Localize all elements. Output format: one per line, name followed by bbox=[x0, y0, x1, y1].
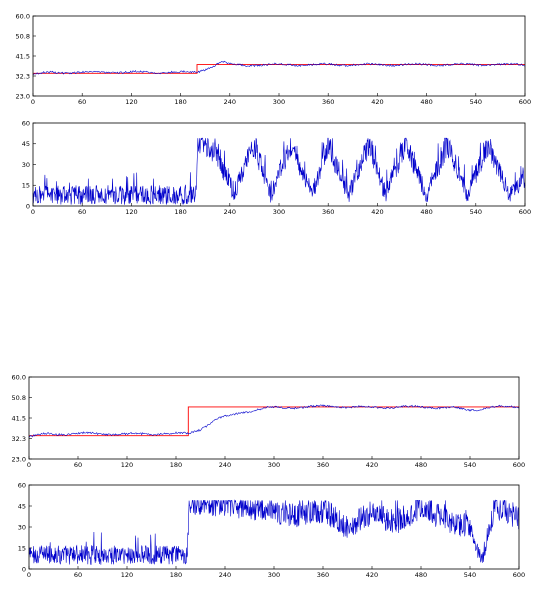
x-tick-label: 240 bbox=[219, 571, 231, 579]
chart-panel-1: 0 60 120 180 240 300 360 420 480 540 600 60.0 50.8 41… bbox=[16, 12, 532, 106]
series-line-1 bbox=[32, 137, 526, 205]
y-tick-label: 41.5 bbox=[12, 414, 26, 422]
x-tick-label: 480 bbox=[415, 461, 427, 469]
x-tick-label: 540 bbox=[470, 208, 482, 216]
y-tick-label: 60 bbox=[22, 119, 30, 127]
y-tick-label: 45 bbox=[18, 502, 26, 510]
plot-frame bbox=[28, 376, 520, 460]
x-tick-label: 180 bbox=[174, 208, 186, 216]
x-tick-label: 120 bbox=[125, 98, 137, 106]
y-tick-label: 60.0 bbox=[12, 373, 26, 381]
chart-panel-2: 0 60 120 180 240 300 360 420 480 540 600 60 45 30 15 0 bbox=[22, 119, 531, 216]
x-tick-label: 180 bbox=[170, 571, 182, 579]
y-tick-label: 15 bbox=[22, 182, 30, 190]
x-tick-label: 360 bbox=[322, 208, 334, 216]
x-tick-label: 420 bbox=[371, 98, 383, 106]
y-tick-label: 0 bbox=[22, 565, 26, 573]
x-tick-label: 540 bbox=[470, 98, 482, 106]
x-tick-label: 300 bbox=[268, 571, 280, 579]
x-tick-label: 540 bbox=[464, 571, 476, 579]
x-tick-label: 300 bbox=[268, 461, 280, 469]
x-tick-label: 600 bbox=[513, 571, 525, 579]
x-tick-label: 0 bbox=[31, 98, 35, 106]
y-tick-label: 0 bbox=[26, 202, 30, 210]
x-tick-label: 300 bbox=[273, 98, 285, 106]
series-line-1 bbox=[33, 64, 525, 74]
x-tick-label: 60 bbox=[78, 98, 86, 106]
x-tick-label: 480 bbox=[415, 571, 427, 579]
x-tick-label: 0 bbox=[31, 208, 35, 216]
x-tick-label: 600 bbox=[519, 208, 531, 216]
x-tick-label: 60 bbox=[74, 461, 82, 469]
series-line-2 bbox=[28, 404, 520, 438]
x-tick-label: 240 bbox=[219, 461, 231, 469]
x-tick-label: 420 bbox=[366, 571, 378, 579]
y-tick-label: 32.3 bbox=[12, 435, 26, 443]
x-tick-label: 300 bbox=[273, 208, 285, 216]
x-tick-label: 0 bbox=[27, 571, 31, 579]
x-tick-label: 180 bbox=[174, 98, 186, 106]
chart-panel-3: 0 60 120 180 240 300 360 420 480 540 600 60.0 50.8 41… bbox=[12, 373, 526, 469]
y-tick-label: 45 bbox=[22, 140, 30, 148]
x-tick-label: 120 bbox=[121, 571, 133, 579]
series-line-1 bbox=[28, 499, 520, 565]
y-tick-label: 50.8 bbox=[12, 394, 26, 402]
series-line-2 bbox=[32, 60, 526, 76]
chart-panel-4: 0 60 120 180 240 300 360 420 480 540 600 60 45 30 15 0 bbox=[18, 481, 525, 579]
x-tick-label: 60 bbox=[74, 571, 82, 579]
x-tick-label: 0 bbox=[27, 461, 31, 469]
y-tick-label: 23.0 bbox=[16, 92, 30, 100]
x-tick-label: 420 bbox=[371, 208, 383, 216]
y-tick-label: 15 bbox=[18, 544, 26, 552]
y-tick-label: 60.0 bbox=[16, 12, 30, 20]
x-tick-label: 540 bbox=[464, 461, 476, 469]
y-tick-label: 23.0 bbox=[12, 455, 26, 463]
x-tick-label: 360 bbox=[322, 98, 334, 106]
x-tick-label: 420 bbox=[366, 461, 378, 469]
x-tick-label: 360 bbox=[317, 571, 329, 579]
x-tick-label: 180 bbox=[170, 461, 182, 469]
x-tick-label: 600 bbox=[513, 461, 525, 469]
x-tick-label: 360 bbox=[317, 461, 329, 469]
x-tick-label: 240 bbox=[224, 208, 236, 216]
y-tick-label: 60 bbox=[18, 481, 26, 489]
y-tick-label: 30 bbox=[22, 161, 30, 169]
y-tick-label: 41.5 bbox=[16, 52, 30, 60]
plot-frame bbox=[32, 15, 526, 97]
x-tick-label: 240 bbox=[224, 98, 236, 106]
y-tick-label: 50.8 bbox=[16, 32, 30, 40]
x-tick-label: 120 bbox=[121, 461, 133, 469]
y-tick-label: 30 bbox=[18, 523, 26, 531]
y-tick-label: 32.3 bbox=[16, 72, 30, 80]
x-tick-label: 60 bbox=[78, 208, 86, 216]
x-tick-label: 120 bbox=[125, 208, 137, 216]
x-tick-label: 480 bbox=[420, 98, 432, 106]
x-tick-label: 480 bbox=[420, 208, 432, 216]
series-line-1 bbox=[29, 406, 519, 437]
x-tick-label: 600 bbox=[519, 98, 531, 106]
